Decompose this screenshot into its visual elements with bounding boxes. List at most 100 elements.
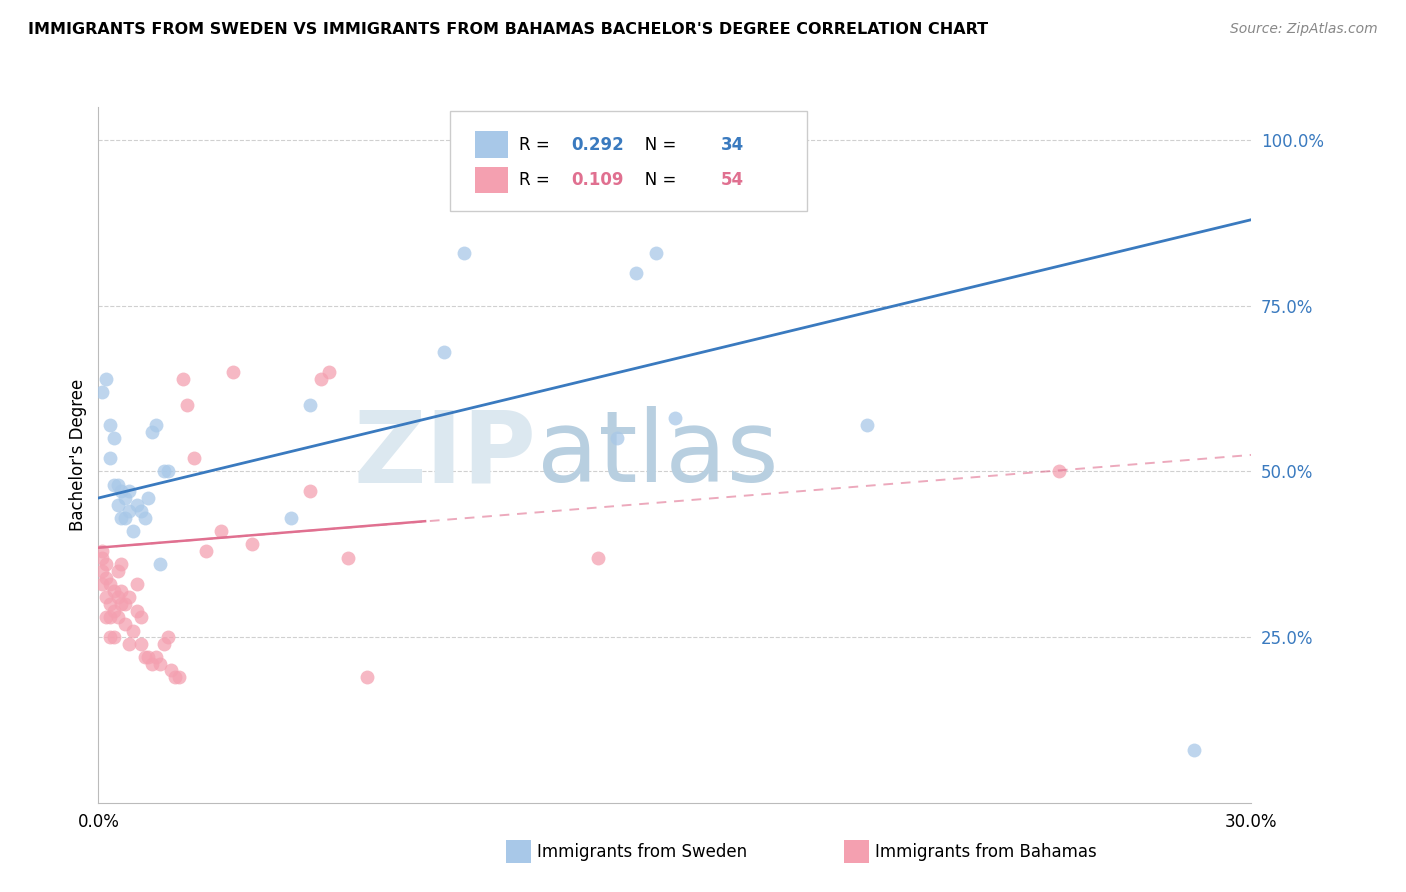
Text: 0.109: 0.109 [571, 171, 624, 189]
Point [1182, 743, 1205, 757]
Point [94, 610, 117, 624]
Point [110, 511, 132, 525]
Point [125, 498, 148, 512]
Point [129, 637, 152, 651]
Point [138, 650, 160, 665]
Point [98, 418, 121, 433]
Point [145, 650, 167, 665]
Point [98, 630, 121, 644]
Text: R =: R = [519, 136, 555, 153]
Point [94, 558, 117, 572]
Text: Immigrants from Sweden: Immigrants from Sweden [537, 843, 747, 861]
Point [110, 597, 132, 611]
Point [94, 570, 117, 584]
Text: IMMIGRANTS FROM SWEDEN VS IMMIGRANTS FROM BAHAMAS BACHELOR'S DEGREE CORRELATION : IMMIGRANTS FROM SWEDEN VS IMMIGRANTS FRO… [28, 22, 988, 37]
Point [1047, 465, 1070, 479]
Point [91, 550, 114, 565]
Point [94, 372, 117, 386]
Point [152, 637, 174, 651]
Point [149, 657, 172, 671]
Point [91, 564, 114, 578]
Point [664, 411, 686, 425]
Text: 54: 54 [721, 171, 744, 189]
Point [98, 577, 121, 591]
Text: 34: 34 [721, 136, 744, 153]
Point [183, 451, 205, 466]
Point [167, 670, 190, 684]
Point [337, 550, 360, 565]
Point [118, 591, 141, 605]
Text: Source: ZipAtlas.com: Source: ZipAtlas.com [1230, 22, 1378, 37]
Text: N =: N = [628, 136, 682, 153]
Point [626, 266, 648, 280]
Point [160, 663, 183, 677]
Point [107, 498, 129, 512]
FancyBboxPatch shape [475, 167, 508, 194]
FancyBboxPatch shape [475, 131, 508, 158]
Point [145, 418, 167, 433]
Text: atlas: atlas [537, 407, 778, 503]
Point [98, 451, 121, 466]
Point [103, 583, 125, 598]
Point [356, 670, 378, 684]
Text: ZIP: ZIP [354, 407, 537, 503]
Point [195, 544, 218, 558]
Point [114, 597, 136, 611]
Point [311, 372, 333, 386]
Point [644, 245, 666, 260]
Point [107, 477, 129, 491]
Point [118, 484, 141, 499]
Point [107, 564, 129, 578]
Point [156, 465, 179, 479]
Point [433, 345, 456, 359]
Point [129, 504, 152, 518]
Point [118, 637, 141, 651]
Point [110, 583, 132, 598]
Text: N =: N = [628, 171, 682, 189]
Point [586, 550, 609, 565]
Point [453, 245, 475, 260]
Point [606, 431, 628, 445]
Point [134, 511, 156, 525]
Point [125, 577, 148, 591]
Point [103, 630, 125, 644]
Point [122, 524, 145, 538]
Point [103, 604, 125, 618]
Point [209, 524, 232, 538]
Point [114, 491, 136, 505]
Point [107, 610, 129, 624]
Point [103, 431, 125, 445]
Point [91, 577, 114, 591]
Point [118, 504, 141, 518]
Point [156, 630, 179, 644]
Point [298, 398, 321, 412]
FancyBboxPatch shape [450, 111, 807, 211]
Point [318, 365, 340, 379]
Point [141, 657, 163, 671]
Point [280, 511, 302, 525]
Point [125, 604, 148, 618]
Point [222, 365, 245, 379]
Point [134, 650, 156, 665]
Point [98, 597, 121, 611]
Point [91, 544, 114, 558]
Point [149, 558, 172, 572]
Text: Immigrants from Bahamas: Immigrants from Bahamas [875, 843, 1097, 861]
Point [91, 384, 114, 399]
Point [298, 484, 321, 499]
Point [165, 670, 187, 684]
Point [138, 491, 160, 505]
Point [240, 537, 263, 551]
Point [856, 418, 879, 433]
Point [172, 372, 194, 386]
Point [107, 591, 129, 605]
Point [114, 511, 136, 525]
Point [141, 425, 163, 439]
Point [110, 558, 132, 572]
Point [98, 610, 121, 624]
Point [94, 591, 117, 605]
Text: R =: R = [519, 171, 555, 189]
Text: 0.292: 0.292 [571, 136, 624, 153]
Point [110, 484, 132, 499]
Point [103, 477, 125, 491]
